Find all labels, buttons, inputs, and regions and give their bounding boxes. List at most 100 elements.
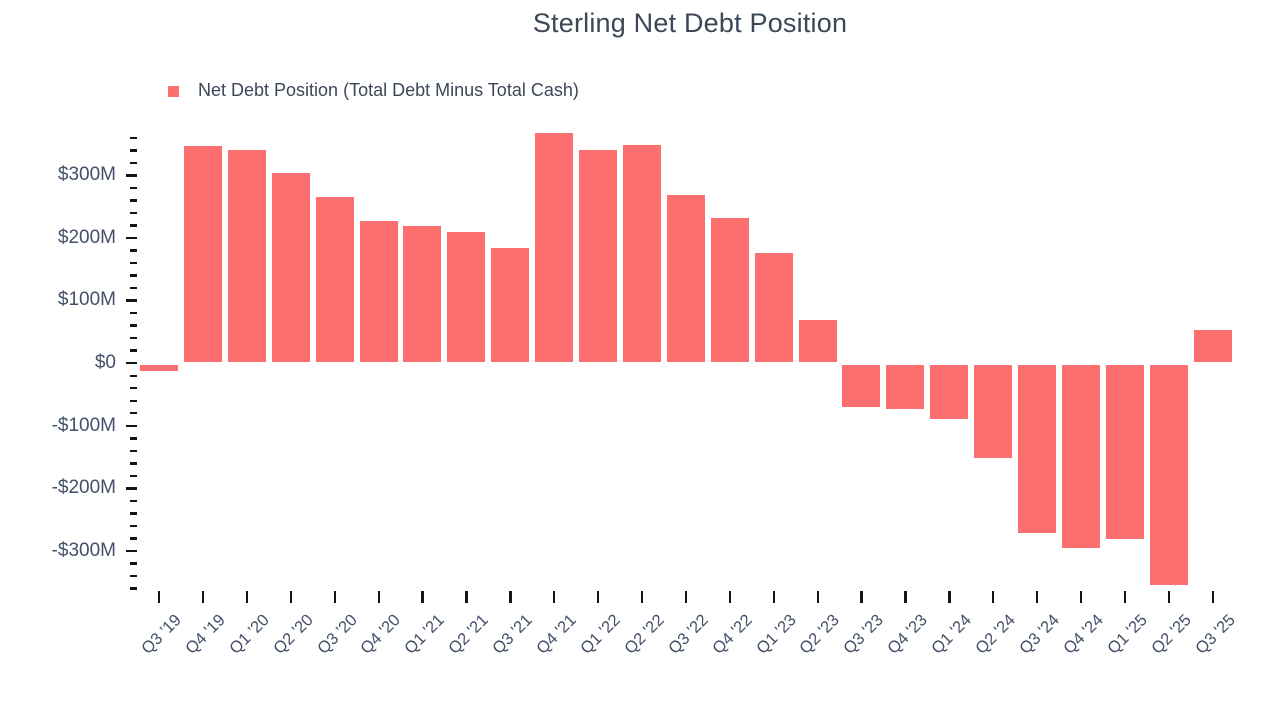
y-axis-major-tick: [126, 549, 137, 553]
bar-q3-25[interactable]: [1193, 330, 1232, 362]
y-axis-minor-tick: [130, 311, 137, 315]
legend-marker-icon: [168, 86, 179, 97]
x-axis-tick: [948, 591, 951, 603]
x-axis-tick: [772, 591, 775, 603]
bar-q4-22[interactable]: [710, 217, 749, 362]
x-axis-tick: [1211, 591, 1214, 603]
y-axis-minor-tick: [130, 449, 137, 453]
x-axis-label: Q4 '19: [181, 611, 229, 658]
x-axis-label: Q4 '22: [708, 611, 756, 658]
x-axis-tick: [640, 591, 644, 603]
y-axis-minor-tick: [130, 286, 137, 290]
bar-q1-24[interactable]: [930, 365, 969, 420]
x-axis-tick: [1123, 591, 1127, 603]
y-axis-minor-tick: [130, 562, 137, 565]
x-axis-label: Q1 '22: [576, 611, 624, 658]
bar-q3-22[interactable]: [666, 195, 705, 362]
bar-q1-25[interactable]: [1105, 365, 1144, 539]
bar-q3-23[interactable]: [842, 365, 881, 407]
x-axis-label: Q1 '25: [1103, 611, 1151, 658]
bar-q2-23[interactable]: [798, 319, 837, 362]
bar-q2-21[interactable]: [447, 231, 486, 362]
x-axis-label: Q3 '19: [137, 611, 185, 658]
y-axis-label: -$100M: [51, 414, 116, 436]
y-axis-minor-tick: [130, 374, 137, 377]
y-axis-major-tick: [126, 299, 137, 302]
x-axis-tick: [245, 591, 249, 603]
y-axis-minor-tick: [130, 462, 137, 465]
bar-q3-24[interactable]: [1018, 365, 1056, 534]
bar-q2-25[interactable]: [1149, 365, 1188, 585]
y-axis-minor-tick: [130, 437, 137, 440]
y-axis-minor-tick: [130, 524, 137, 528]
x-axis-label: Q3 '23: [840, 611, 888, 658]
y-axis-minor-tick: [130, 399, 137, 402]
x-axis-tick: [992, 591, 995, 603]
y-axis-major-tick: [126, 487, 137, 490]
x-axis-label: Q4 '20: [357, 611, 405, 658]
x-axis-tick: [333, 591, 336, 603]
x-axis-tick: [597, 591, 600, 603]
y-axis-minor-tick: [130, 261, 137, 265]
chart-title: Sterling Net Debt Position: [532, 8, 848, 38]
y-axis-label: $100M: [57, 289, 116, 311]
y-axis-minor-tick: [130, 336, 137, 340]
y-axis-minor-tick: [130, 136, 137, 140]
bar-q2-24[interactable]: [974, 365, 1013, 459]
bar-q4-20[interactable]: [359, 220, 398, 362]
y-axis-minor-tick: [130, 499, 137, 503]
y-axis-minor-tick: [130, 474, 137, 478]
x-axis-label: Q2 '20: [269, 611, 317, 658]
y-axis-minor-tick: [130, 249, 137, 252]
x-axis-tick: [728, 591, 732, 603]
bar-q4-24[interactable]: [1061, 365, 1100, 548]
legend-label: Net Debt Position (Total Debt Minus Tota…: [198, 80, 579, 100]
bar-q4-19[interactable]: [183, 146, 222, 362]
x-axis-label: Q3 '22: [664, 611, 712, 658]
y-axis-minor-tick: [130, 224, 137, 227]
x-axis-label: Q1 '20: [225, 611, 273, 658]
y-axis-label: $300M: [57, 164, 116, 186]
x-axis-label: Q2 '24: [972, 611, 1019, 658]
y-axis-minor-tick: [130, 537, 137, 540]
x-axis-tick: [201, 591, 205, 603]
x-axis-label: Q1 '24: [928, 611, 975, 658]
x-axis-tick: [860, 591, 863, 603]
bar-q4-21[interactable]: [535, 133, 574, 362]
x-axis-label: Q4 '21: [533, 611, 580, 658]
y-axis-major-tick: [126, 236, 137, 240]
x-axis-tick: [1036, 591, 1039, 603]
x-axis-tick: [1079, 591, 1083, 603]
bar-q2-22[interactable]: [622, 144, 661, 362]
x-axis-label: Q2 '22: [620, 611, 668, 658]
y-axis-label: $200M: [57, 226, 116, 248]
y-axis-minor-tick: [130, 199, 137, 202]
x-axis-label: Q3 '24: [1015, 611, 1063, 658]
y-axis-major-tick: [126, 362, 137, 365]
x-axis-tick: [377, 591, 380, 603]
x-axis-label: Q2 '23: [796, 611, 844, 658]
bar-q3-21[interactable]: [491, 248, 530, 362]
y-axis-minor-tick: [130, 387, 137, 390]
x-axis-label: Q3 '25: [1191, 611, 1239, 658]
bar-q1-21[interactable]: [403, 225, 442, 362]
bar-q1-23[interactable]: [754, 252, 793, 362]
bar-q2-20[interactable]: [271, 173, 310, 362]
x-axis-label: Q1 '21: [401, 611, 449, 658]
x-axis-label: Q2 '25: [1147, 611, 1195, 658]
bar-q4-23[interactable]: [886, 365, 925, 410]
legend[interactable]: Net Debt Position (Total Debt Minus Tota…: [168, 80, 579, 101]
x-axis-label: Q3 '21: [489, 611, 536, 658]
x-axis-tick: [465, 591, 468, 603]
y-axis-minor-tick: [130, 512, 137, 515]
x-axis-tick: [421, 591, 424, 603]
y-axis-minor-tick: [130, 274, 137, 277]
bar-q3-20[interactable]: [315, 197, 354, 362]
bar-q1-20[interactable]: [227, 149, 266, 362]
bar-q1-22[interactable]: [579, 149, 617, 362]
y-axis-major-tick: [126, 424, 137, 427]
y-axis-minor-tick: [130, 574, 137, 578]
x-axis-tick: [684, 591, 688, 603]
bar-q3-19[interactable]: [140, 365, 178, 371]
y-axis-major-tick: [126, 174, 137, 177]
